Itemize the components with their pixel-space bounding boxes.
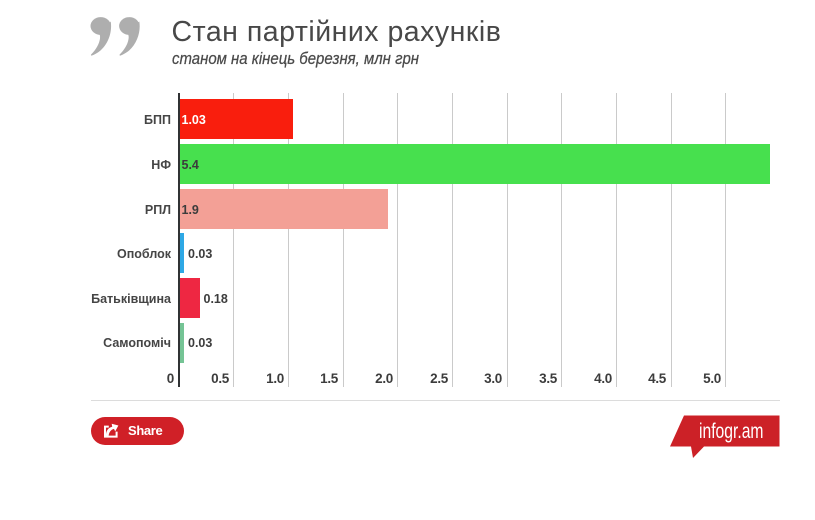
svg-text:infogr.am: infogr.am [699,420,764,443]
